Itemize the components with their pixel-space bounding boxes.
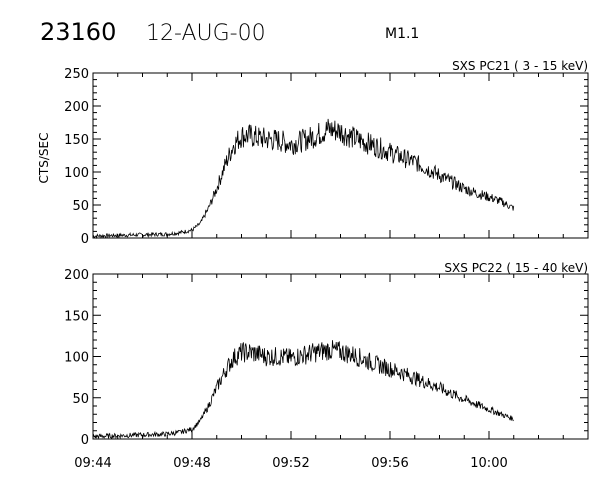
panel-title: SXS PC21 ( 3 - 15 keV) xyxy=(452,59,588,73)
y-tick-label: 200 xyxy=(64,268,89,283)
y-tick-label: 50 xyxy=(72,392,89,407)
y-tick-label: 150 xyxy=(64,309,89,324)
event-date: 12-AUG-00 xyxy=(146,21,266,46)
y-tick-label: 150 xyxy=(64,133,89,148)
counts-series-line xyxy=(93,119,514,238)
y-tick-label: 100 xyxy=(64,166,89,181)
plot-frame xyxy=(93,274,588,439)
flare-class: M1.1 xyxy=(385,26,419,42)
panel-pc21: SXS PC21 ( 3 - 15 keV) CTS/SEC 0 50 100 150 20… xyxy=(37,59,588,247)
panel-pc22: SXS PC22 ( 15 - 40 keV) 0 50 100 150 200 09:44… xyxy=(64,261,588,471)
x-tick-label: 10:00 xyxy=(470,456,507,471)
x-tick-label: 09:44 xyxy=(74,456,111,471)
y-tick-label: 0 xyxy=(81,433,89,448)
counts-series-line xyxy=(93,340,514,438)
y-tick-label: 250 xyxy=(64,67,89,82)
x-tick-label: 09:56 xyxy=(371,456,408,471)
plot-frame xyxy=(93,73,588,238)
y-tick-label: 200 xyxy=(64,100,89,115)
y-tick-label: 50 xyxy=(72,199,89,214)
x-tick-label: 09:52 xyxy=(272,456,309,471)
y-axis-label: CTS/SEC xyxy=(37,133,51,184)
event-id: 23160 xyxy=(40,18,116,46)
y-tick-label: 100 xyxy=(64,351,89,366)
panel-title: SXS PC22 ( 15 - 40 keV) xyxy=(444,261,588,275)
x-tick-label: 09:48 xyxy=(173,456,210,471)
y-tick-label: 0 xyxy=(81,232,89,247)
